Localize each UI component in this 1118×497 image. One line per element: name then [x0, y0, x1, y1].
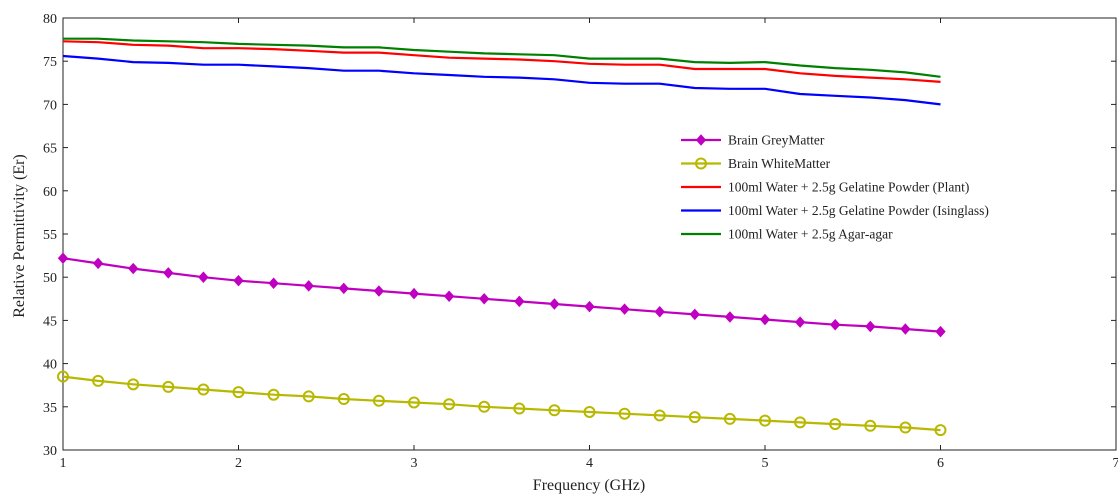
series-line — [62, 54, 941, 106]
data-point — [162, 380, 175, 393]
data-point — [584, 300, 595, 313]
data-point — [514, 295, 525, 308]
data-point — [302, 390, 315, 403]
legend-item: 100ml Water + 2.5g Gelatine Powder (Isin… — [681, 203, 989, 218]
x-tick-label: 3 — [411, 456, 418, 471]
x-tick-label: 7 — [1113, 456, 1118, 471]
data-point — [372, 394, 385, 407]
legend-label: Brain WhiteMatter — [728, 156, 831, 171]
y-tick-label: 65 — [43, 142, 57, 157]
data-point — [829, 418, 842, 431]
data-point — [92, 374, 105, 387]
data-point — [618, 407, 631, 420]
y-axis-label: Relative Permittivity (Er) — [11, 154, 28, 318]
data-point — [935, 325, 946, 338]
data-point — [794, 316, 806, 328]
x-tick-label: 4 — [586, 456, 593, 471]
legend-label: 100ml Water + 2.5g Agar-agar — [728, 227, 893, 242]
data-point — [197, 383, 210, 396]
legend: Brain GreyMatter Brain WhiteMatter 100ml W… — [672, 126, 989, 258]
y-tick-label: 55 — [43, 228, 57, 243]
data-point — [373, 285, 385, 297]
legend-label: 100ml Water + 2.5g Gelatine Powder (Isin… — [728, 203, 989, 218]
legend-label: 100ml Water + 2.5g Gelatine Powder (Plan… — [728, 180, 969, 195]
data-point — [688, 411, 701, 424]
y-tick-label: 50 — [43, 271, 57, 286]
x-tick-label: 2 — [235, 456, 242, 471]
data-point — [549, 298, 560, 310]
data-point — [233, 274, 244, 287]
series-line — [62, 40, 941, 83]
data-point — [408, 287, 420, 300]
y-tick-label: 60 — [43, 185, 57, 200]
data-point — [337, 393, 350, 406]
data-point — [163, 267, 174, 279]
data-point — [408, 396, 420, 409]
y-tick-label: 80 — [43, 12, 57, 27]
data-point — [830, 318, 841, 331]
data-point — [92, 257, 104, 270]
data-point — [794, 416, 807, 429]
data-point — [899, 421, 912, 434]
data-point — [127, 378, 140, 391]
series-brain-greymatter — [57, 252, 946, 338]
y-tick-label: 35 — [43, 401, 57, 416]
legend-box — [672, 126, 984, 258]
series-100ml-water-2-5g-gelatine-powder-isinglass — [62, 54, 941, 106]
data-point — [689, 308, 700, 321]
data-point — [268, 277, 279, 289]
x-axis-label: Frequency (GHz) — [533, 477, 645, 494]
y-tick-label: 45 — [43, 314, 57, 329]
series-brain-whitematter — [57, 370, 947, 437]
y-tick-label: 40 — [43, 358, 57, 373]
data-point — [479, 293, 490, 305]
data-point — [865, 320, 876, 333]
data-point — [548, 404, 561, 417]
data-point — [338, 282, 349, 295]
y-tick-label: 70 — [43, 98, 57, 113]
x-tick-label: 5 — [762, 456, 769, 471]
data-point — [900, 323, 911, 335]
legend-marker — [695, 157, 707, 170]
x-tick-label: 6 — [937, 456, 944, 471]
data-point — [57, 252, 69, 264]
series-100ml-water-2-5g-agar-agar — [63, 37, 941, 78]
data-point — [759, 414, 771, 427]
legend-label: Brain GreyMatter — [728, 133, 825, 148]
data-point — [513, 402, 526, 415]
data-point — [619, 303, 630, 315]
data-point — [232, 386, 245, 399]
data-point — [864, 419, 877, 432]
data-point — [57, 370, 69, 383]
data-point — [724, 311, 736, 323]
data-point — [267, 388, 280, 401]
data-point — [723, 412, 736, 425]
y-tick-label: 75 — [43, 55, 57, 70]
legend-item: Brain GreyMatter — [681, 133, 825, 148]
series-layer — [57, 37, 947, 437]
data-point — [303, 280, 314, 292]
data-point — [759, 313, 771, 326]
legend-item: Brain WhiteMatter — [681, 156, 831, 171]
x-tick-label: 1 — [60, 456, 67, 471]
data-point — [934, 424, 947, 437]
data-point — [128, 262, 139, 275]
data-point — [583, 405, 596, 418]
series-line — [63, 37, 941, 78]
data-point — [478, 400, 491, 413]
legend-marker — [695, 134, 707, 146]
data-point — [198, 271, 209, 283]
data-point — [443, 290, 455, 302]
data-point — [653, 409, 666, 422]
data-point — [654, 306, 665, 318]
data-point — [443, 398, 456, 411]
series-100ml-water-2-5g-gelatine-powder-plant — [62, 40, 941, 83]
series-line — [62, 257, 941, 333]
legend-item: 100ml Water + 2.5g Gelatine Powder (Plan… — [681, 180, 969, 195]
legend-item: 100ml Water + 2.5g Agar-agar — [681, 227, 893, 242]
y-tick-label: 30 — [43, 444, 57, 459]
